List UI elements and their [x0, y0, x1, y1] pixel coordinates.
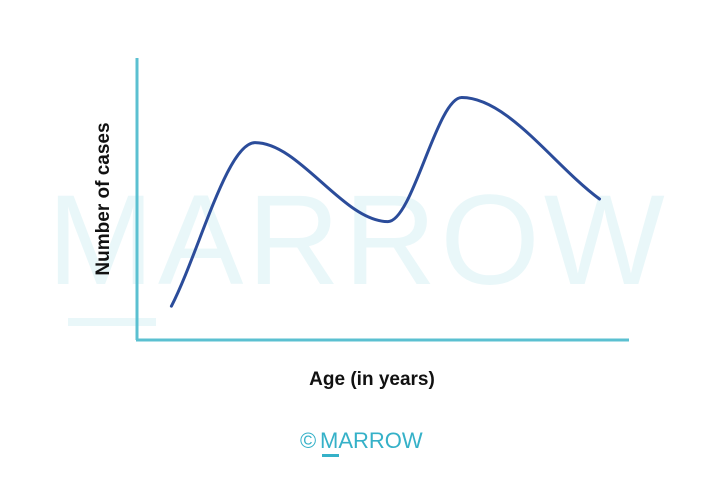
series-layer — [169, 96, 601, 308]
axes — [135, 58, 629, 342]
watermark: MARROW — [47, 169, 668, 326]
watermark-text: MARROW — [47, 169, 668, 312]
credit: © MARROW — [300, 428, 423, 457]
brand-name: MARROW — [320, 428, 423, 453]
y-axis-title: Number of cases — [93, 122, 114, 275]
copyright-icon: © — [300, 428, 316, 453]
series-line-0 — [169, 96, 601, 308]
x-axis-title: Age (in years) — [309, 369, 435, 390]
brand-underline — [322, 454, 339, 457]
watermark-underline — [68, 318, 156, 326]
